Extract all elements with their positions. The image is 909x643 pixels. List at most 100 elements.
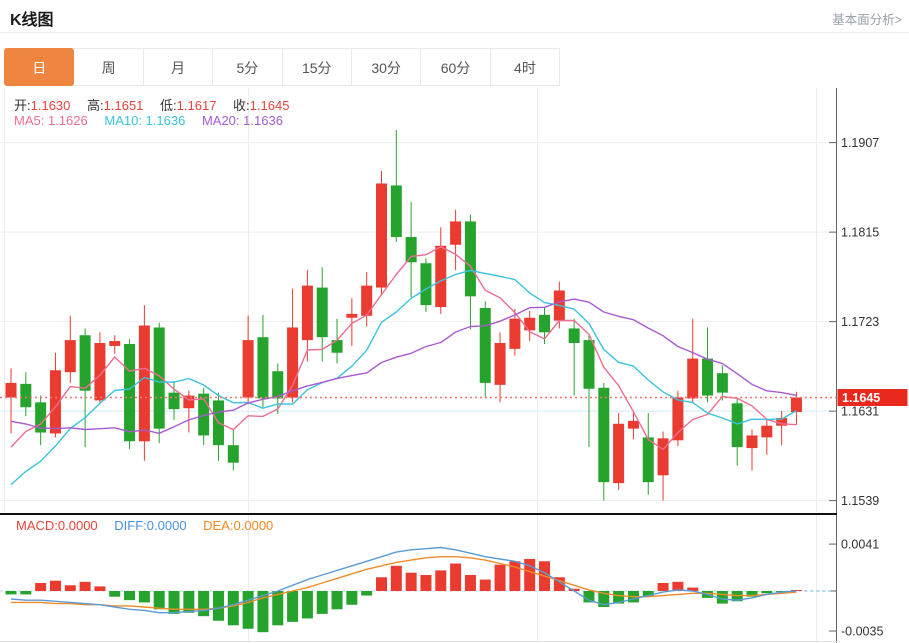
tab-60min[interactable]: 60分 — [420, 48, 491, 86]
macd-bar — [109, 591, 121, 597]
macd-bar — [657, 582, 669, 591]
candle-body — [464, 221, 476, 297]
candle-body — [598, 387, 610, 483]
candle-body — [109, 341, 121, 346]
candle-body — [420, 263, 432, 306]
macd-bar — [168, 591, 180, 614]
macd-bar — [509, 561, 521, 591]
candle-body — [613, 423, 625, 484]
macd-bar — [35, 582, 47, 591]
macd-bar — [227, 591, 239, 626]
macd-bar — [361, 591, 373, 596]
candle-body — [361, 285, 373, 316]
macd-bar — [20, 591, 32, 595]
candle-body — [761, 425, 773, 438]
candle-body — [64, 340, 76, 373]
candle-body — [124, 343, 136, 442]
macd-bar — [138, 591, 150, 603]
macd-axis-label: 0.0041 — [841, 538, 879, 552]
price-axis-label: 1.1907 — [841, 136, 879, 150]
macd-bar — [687, 587, 699, 591]
candle-body — [450, 221, 462, 245]
candle-body — [790, 397, 802, 413]
period-tab-bar: 日周月 5分 15分 30分 60分 4时 — [4, 48, 561, 86]
tab-30min[interactable]: 30分 — [350, 48, 422, 86]
candle-body — [49, 370, 61, 434]
candle-body — [198, 393, 210, 436]
macd-bar — [613, 591, 625, 604]
macd-bar — [242, 591, 254, 629]
candle-body — [716, 373, 728, 393]
candle-body — [627, 420, 639, 429]
macd-bar — [64, 585, 76, 591]
candle-body — [479, 308, 491, 383]
candle-body — [5, 382, 17, 398]
macd-bar — [761, 591, 773, 594]
candle-body — [94, 343, 106, 401]
candle-body — [346, 313, 358, 318]
dea-line — [11, 556, 797, 611]
ma20-line — [10, 298, 797, 434]
ma5-line — [10, 245, 797, 451]
macd-bar — [272, 591, 284, 626]
macd-bar — [598, 591, 610, 608]
candle-body — [227, 445, 239, 463]
macd-bar — [479, 579, 491, 591]
price-axis-label: 1.1539 — [841, 494, 879, 508]
candle-body — [672, 397, 684, 441]
macd-bar — [198, 591, 210, 617]
candle-body — [138, 325, 150, 442]
candle-body — [524, 317, 536, 331]
macd-bar — [524, 558, 536, 591]
macd-bar — [746, 591, 758, 597]
macd-bar — [568, 588, 580, 591]
candles-layer[interactable] — [5, 129, 802, 501]
macd-bar — [301, 591, 313, 619]
fundamental-analysis-link[interactable]: 基本面分析> — [832, 13, 902, 27]
tab-day[interactable]: 日 — [4, 48, 75, 86]
candle-body — [509, 318, 521, 349]
macd-bar — [716, 591, 728, 604]
macd-bar — [464, 574, 476, 591]
tab-5min[interactable]: 5分 — [212, 48, 283, 86]
candle-body — [272, 371, 284, 399]
macd-bar — [405, 572, 417, 591]
candle-body — [435, 245, 447, 308]
candle-body — [301, 285, 313, 341]
candle-body — [257, 337, 269, 399]
candle-body — [405, 236, 417, 263]
candle-body — [316, 287, 328, 338]
macd-bar — [553, 577, 565, 591]
tab-week[interactable]: 周 — [73, 48, 144, 86]
candle-body — [242, 340, 254, 398]
tab-4hour[interactable]: 4时 — [489, 48, 561, 86]
macd-panel[interactable]: 0.0041 -0.0035 — [0, 513, 909, 643]
candle-body — [539, 314, 551, 333]
candle-body — [79, 335, 91, 391]
candle-body — [642, 437, 654, 483]
macd-bar — [331, 591, 343, 610]
macd-histogram-layer[interactable] — [5, 558, 802, 633]
candle-body — [20, 383, 32, 408]
candlestick-chart[interactable]: 1.1907 1.1815 1.1723 1.1631 1.1539 1.1645 — [0, 88, 909, 513]
price-axis-label: 1.1631 — [841, 405, 879, 419]
macd-bar — [642, 591, 654, 597]
macd-bar — [79, 581, 91, 591]
macd-bar — [346, 591, 358, 605]
tab-month[interactable]: 月 — [142, 48, 214, 86]
candle-body — [657, 438, 669, 476]
current-price-tag — [837, 389, 908, 406]
tab-15min[interactable]: 15分 — [281, 48, 352, 86]
candle-body — [746, 435, 758, 449]
macd-bar — [153, 591, 165, 610]
candle-body — [183, 395, 195, 409]
macd-bar — [435, 570, 447, 591]
candle-body — [390, 185, 402, 237]
page-title: K线图 — [10, 12, 54, 29]
price-axis-label: 1.1815 — [841, 226, 879, 240]
candle-body — [168, 392, 180, 410]
macd-bar — [124, 591, 136, 601]
macd-bar — [672, 581, 684, 591]
ma10-line — [10, 269, 797, 486]
